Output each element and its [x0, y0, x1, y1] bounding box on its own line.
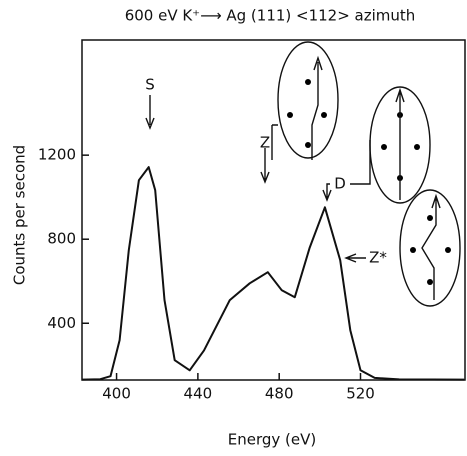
- x-tick-label: 440: [184, 385, 213, 403]
- x-tick-label: 400: [102, 385, 131, 403]
- annotation: Z: [260, 134, 270, 152]
- annotation-arrow: [145, 95, 155, 130]
- annotation-arrow: [322, 140, 371, 202]
- trajectory-diagram: [399, 189, 461, 307]
- x-axis-label: Energy (eV): [228, 431, 316, 449]
- x-tick-label: 480: [265, 385, 294, 403]
- annotation: S: [145, 76, 155, 94]
- data-line: [81, 166, 465, 381]
- annotation: D: [334, 175, 346, 193]
- y-tick-label: 400: [47, 314, 76, 332]
- annotation: Z*: [369, 249, 387, 267]
- trajectory-diagram: [369, 86, 431, 204]
- y-axis-label: Counts per second: [11, 145, 29, 285]
- annotation-arrow: [260, 124, 278, 184]
- y-tick-label: 800: [47, 230, 76, 248]
- annotation-arrow: [344, 253, 366, 263]
- y-tick-label: 1200: [38, 146, 76, 164]
- trajectory-diagram: [277, 41, 339, 160]
- plot-frame: [81, 39, 466, 381]
- chart-title: 600 eV K⁺⟶ Ag (111) <112> azimuth: [125, 7, 416, 25]
- x-tick-label: 520: [346, 385, 375, 403]
